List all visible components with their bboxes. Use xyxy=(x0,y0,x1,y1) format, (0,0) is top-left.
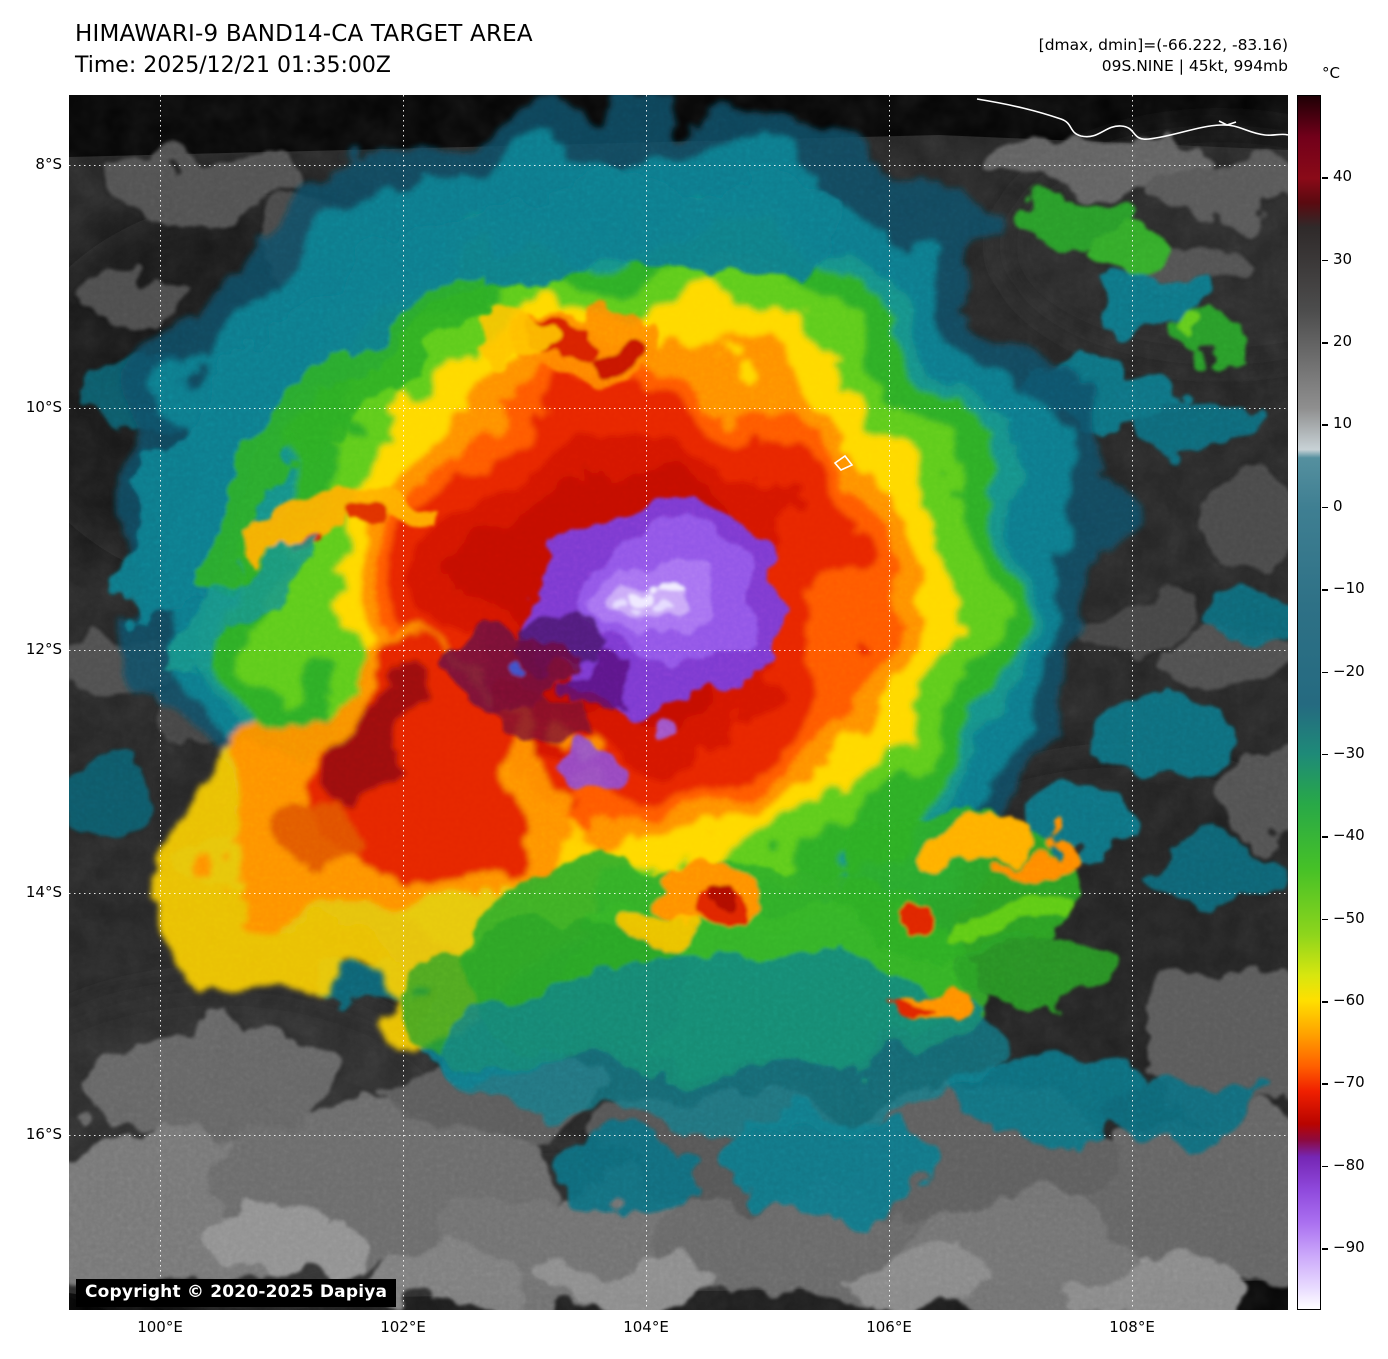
lat-tick-label: 8°S xyxy=(35,155,62,173)
satellite-image xyxy=(69,95,1288,1310)
copyright-badge: Copyright © 2020-2025 Dapiya xyxy=(76,1279,397,1307)
colorbar-tick xyxy=(1322,1248,1328,1250)
lat-tick-label: 12°S xyxy=(25,640,62,658)
island-outline xyxy=(833,454,854,471)
colorbar-tick xyxy=(1322,836,1328,838)
coastline xyxy=(833,98,1288,471)
time-label: Time: 2025/12/21 01:35:00Z xyxy=(75,53,391,78)
colorbar-unit-label: °C xyxy=(1322,64,1340,82)
colorbar-tick-label: −60 xyxy=(1333,991,1365,1010)
lat-tick-label: 14°S xyxy=(25,882,62,901)
lon-tick-label: 100°E xyxy=(137,1318,183,1336)
colorbar-tick-label: 40 xyxy=(1333,167,1353,186)
page-title: HIMAWARI-9 BAND14-CA TARGET AREA xyxy=(75,21,533,47)
lon-tick-label: 104°E xyxy=(623,1318,669,1336)
colorbar-tick xyxy=(1322,177,1328,179)
colorbar-tick-label: −70 xyxy=(1333,1073,1365,1092)
colorbar-tick xyxy=(1322,918,1328,921)
grain-texture xyxy=(69,95,1288,1310)
colorbar-tick-label: −30 xyxy=(1333,743,1365,762)
colorbar-tick-label: 0 xyxy=(1333,496,1343,515)
lon-tick-label: 102°E xyxy=(380,1318,426,1336)
colorbar-tick xyxy=(1322,424,1328,426)
colorbar-gradient xyxy=(1298,96,1320,1309)
colorbar-tick-label: −20 xyxy=(1333,661,1365,680)
storm-info-label: 09S.NINE | 45kt, 994mb xyxy=(1101,57,1288,75)
colorbar-tick-label: 30 xyxy=(1333,249,1353,268)
header-right: [dmax, dmin]=(-66.222, -83.16) 09S.NINE … xyxy=(1039,35,1288,77)
colorbar-tick-label: −80 xyxy=(1333,1155,1365,1174)
colorbar-tick xyxy=(1322,753,1328,756)
colorbar-tick-label: −40 xyxy=(1333,826,1365,845)
colorbar-tick-label: 10 xyxy=(1333,414,1353,433)
colorbar-tick xyxy=(1322,1165,1328,1168)
colorbar-tick-label: −90 xyxy=(1333,1238,1365,1257)
colorbar-tick-label: 20 xyxy=(1333,332,1353,351)
lat-tick-label: 10°S xyxy=(25,397,62,416)
lat-tick-label: 16°S xyxy=(25,1125,62,1143)
colorbar-tick xyxy=(1322,671,1328,674)
colorbar xyxy=(1297,95,1321,1310)
lon-tick-label: 106°E xyxy=(866,1318,912,1336)
colorbar-tick xyxy=(1322,506,1328,509)
colorbar-tick-label: −10 xyxy=(1333,579,1365,598)
lon-tick-label: 108°E xyxy=(1109,1318,1155,1336)
colorbar-tick xyxy=(1322,259,1328,262)
colorbar-tick xyxy=(1322,342,1328,344)
colorbar-tick xyxy=(1322,589,1328,591)
colorbar-tick xyxy=(1322,1001,1328,1003)
colorbar-tick-label: −50 xyxy=(1333,908,1365,927)
dmax-dmin-label: [dmax, dmin]=(-66.222, -83.16) xyxy=(1038,36,1288,54)
satellite-plot xyxy=(69,95,1288,1310)
colorbar-tick xyxy=(1322,1083,1328,1085)
